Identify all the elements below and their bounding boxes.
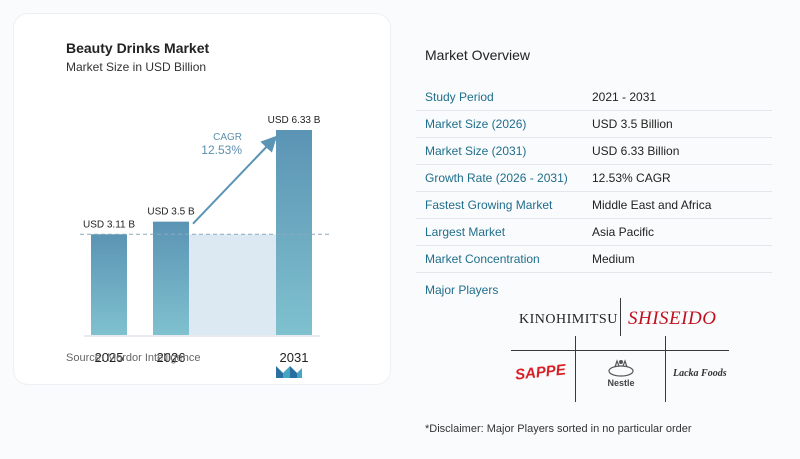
overview-key: Market Concentration — [425, 252, 540, 266]
mordor-logo-icon — [276, 366, 302, 378]
tick-label: 2025 — [95, 350, 124, 365]
overview-key: Growth Rate (2026 - 2031) — [425, 171, 568, 185]
overview-key: Study Period — [425, 90, 494, 104]
overview-key: Largest Market — [425, 225, 506, 239]
growth-shade — [189, 234, 276, 335]
overview-value: USD 3.5 Billion — [592, 117, 673, 131]
bar-chart: USD 3.11 B USD 3.5 B USD 6.33 B 2025 2026 203… — [80, 115, 332, 365]
major-players-label: Major Players — [425, 283, 499, 297]
overview-key: Fastest Growing Market — [425, 198, 553, 212]
shiseido-logo: SHISEIDO — [628, 308, 717, 329]
nestle-logo: Nestle — [601, 356, 641, 394]
grid-divider — [665, 336, 666, 402]
grid-divider — [511, 350, 729, 351]
lacka-foods-logo: Lacka Foods — [673, 368, 727, 379]
kinohimitsu-logo: KINOHIMITSU — [519, 312, 618, 327]
chart-title: Beauty Drinks Market — [66, 40, 210, 56]
chart-subtitle: Market Size in USD Billion — [66, 60, 207, 74]
grid-divider — [575, 336, 576, 402]
cagr-label: CAGR — [213, 132, 242, 143]
overview-row: Market Size (2031) USD 6.33 Billion — [416, 138, 772, 165]
overview-value: Middle East and Africa — [592, 198, 712, 212]
source-text: Source: Mordor Intelligence — [66, 352, 201, 364]
overview-row: Market Size (2026) USD 3.5 Billion — [416, 111, 772, 138]
overview-table: Study Period 2021 - 2031 Market Size (20… — [416, 84, 772, 273]
bar-2031 — [276, 130, 312, 335]
data-label: USD 3.5 B — [147, 207, 195, 218]
nest-icon — [608, 359, 634, 377]
data-label: USD 6.33 B — [268, 115, 321, 126]
overview-value: USD 6.33 Billion — [592, 144, 680, 158]
overview-row: Market Concentration Medium — [416, 246, 772, 273]
chart-card: USD 3.11 B USD 3.5 B USD 6.33 B 2025 2026 203… — [14, 14, 390, 384]
cagr-value: 12.53% — [201, 143, 242, 157]
overview-value: Asia Pacific — [592, 225, 655, 239]
sappe-logo: SAPPE — [514, 361, 567, 384]
growth-arrow — [192, 135, 278, 225]
disclaimer-text: *Disclaimer: Major Players sorted in no … — [425, 423, 692, 435]
tick-label: 2031 — [280, 350, 309, 365]
nestle-wordmark: Nestle — [607, 378, 635, 388]
major-players-grid: KINOHIMITSU SHISEIDO SAPPE Nestle Lacka … — [505, 298, 735, 402]
overview-row: Growth Rate (2026 - 2031) 12.53% CAGR — [416, 165, 772, 192]
grid-divider — [620, 298, 621, 336]
overview-value: Medium — [592, 252, 635, 266]
overview-value: 12.53% CAGR — [592, 171, 671, 185]
market-overview-title: Market Overview — [425, 47, 531, 63]
bar-2026 — [153, 221, 189, 335]
overview-row: Study Period 2021 - 2031 — [416, 84, 772, 111]
overview-row: Largest Market Asia Pacific — [416, 219, 772, 246]
overview-row: Fastest Growing Market Middle East and A… — [416, 192, 772, 219]
bar-2025 — [91, 234, 127, 335]
overview-key: Market Size (2026) — [425, 117, 527, 131]
data-label: USD 3.11 B — [83, 219, 135, 230]
overview-value: 2021 - 2031 — [592, 90, 657, 104]
overview-key: Market Size (2031) — [425, 144, 527, 158]
tick-label: 2026 — [157, 350, 186, 365]
